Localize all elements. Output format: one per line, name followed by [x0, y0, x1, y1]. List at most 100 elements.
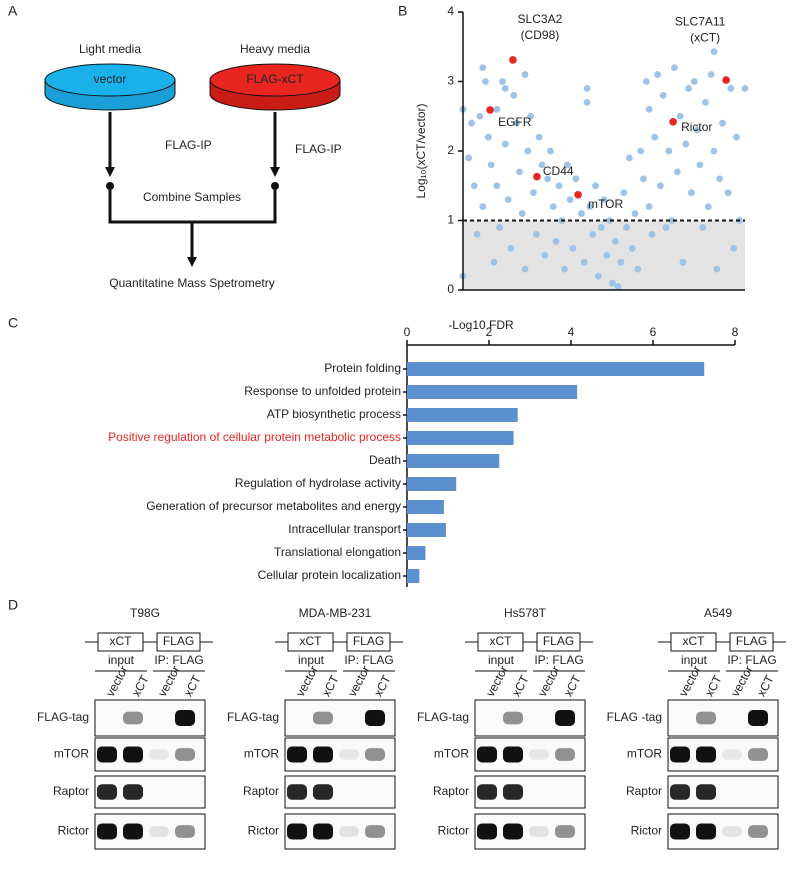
point — [628, 244, 636, 252]
lane-label: vector — [155, 663, 183, 698]
row-label: Raptor — [243, 784, 279, 798]
point — [501, 85, 509, 92]
point — [468, 119, 475, 127]
workflow-diagram: Light media Heavy media vector FLAG-xCT … — [44, 42, 342, 290]
highlight-point — [722, 76, 730, 84]
construct-box — [97, 632, 144, 652]
point — [561, 265, 568, 273]
point — [620, 189, 628, 197]
point-label: EGFR — [498, 115, 532, 129]
lane-label: xCT — [181, 672, 204, 699]
point — [634, 265, 642, 273]
highlight-point — [533, 172, 541, 181]
construct-box — [477, 632, 524, 652]
y-tick-label: 4 — [447, 4, 454, 18]
category-label: Positive regulation of cellular protein … — [108, 430, 401, 444]
lane-group: input — [681, 653, 708, 667]
point — [682, 140, 690, 148]
point — [513, 119, 520, 127]
point — [532, 231, 540, 238]
lane-group: IP: FLAG — [534, 653, 583, 667]
cell-line: A549 — [704, 606, 732, 620]
band — [175, 825, 195, 838]
point — [707, 71, 715, 78]
point-label: SLC7A11 — [675, 14, 726, 28]
point — [662, 224, 670, 231]
point-label: (xCT) — [690, 30, 720, 44]
band — [123, 746, 143, 763]
band — [503, 823, 523, 840]
band — [670, 784, 690, 800]
band — [529, 749, 549, 760]
diagram-label: FLAG-IP — [165, 138, 212, 152]
row-label: Raptor — [433, 784, 469, 798]
point — [589, 231, 597, 238]
bar — [407, 431, 514, 445]
point — [693, 126, 701, 134]
category-label: Translational elongation — [274, 545, 401, 559]
row-label: mTOR — [627, 747, 662, 761]
lane-label: xCT — [371, 672, 394, 699]
lane-label: xCT — [129, 672, 152, 699]
point — [688, 189, 695, 197]
row-label: mTOR — [54, 747, 89, 761]
row-label: FLAG -tag — [607, 710, 662, 724]
point — [578, 210, 585, 217]
point — [623, 224, 630, 231]
point — [566, 196, 574, 204]
point — [504, 196, 512, 204]
row-label: FLAG-tag — [417, 710, 469, 724]
point — [572, 175, 580, 183]
band — [670, 823, 690, 840]
point — [690, 78, 698, 85]
panel-label: B — [398, 3, 407, 19]
point — [654, 71, 661, 78]
point — [648, 231, 656, 238]
band — [313, 823, 333, 840]
point — [702, 98, 709, 106]
band — [670, 746, 690, 763]
panel-label: C — [8, 315, 18, 331]
lane-group: input — [298, 653, 325, 667]
point-label: CD44 — [543, 164, 574, 178]
lane-label: xCT — [561, 672, 584, 699]
row-label: FLAG-tag — [227, 710, 279, 724]
cell-line: MDA-MB-231 — [299, 606, 372, 620]
point — [710, 48, 718, 56]
point — [482, 78, 489, 85]
band — [748, 748, 768, 761]
point — [538, 161, 546, 169]
point-label: mTOR — [588, 197, 623, 211]
point — [586, 203, 594, 211]
bar — [407, 408, 518, 422]
point — [614, 283, 622, 290]
point — [516, 168, 523, 176]
point — [659, 92, 667, 99]
bar — [407, 523, 446, 537]
band — [748, 825, 768, 838]
highlight-point — [486, 106, 494, 114]
point — [651, 133, 659, 141]
bar — [407, 477, 457, 491]
point — [580, 258, 588, 266]
point — [476, 112, 484, 120]
row-label: Rictor — [631, 824, 662, 838]
category-label: Response to unfolded protein — [244, 384, 401, 398]
highlight-point — [509, 56, 517, 64]
point — [465, 154, 473, 162]
category-label: Intracellular transport — [288, 522, 401, 536]
construct-label: FLAG — [736, 634, 767, 648]
cell-line: Hs578T — [504, 606, 547, 620]
lane-group: input — [108, 653, 135, 667]
point — [668, 217, 676, 224]
point — [524, 147, 532, 155]
lane-label: xCT — [754, 672, 777, 699]
dish — [209, 63, 341, 97]
y-tick-label: 2 — [447, 143, 454, 157]
dish-label: vector — [94, 72, 127, 86]
band — [696, 823, 716, 840]
row-label: mTOR — [244, 747, 279, 761]
diagram-label: Light media — [79, 42, 141, 56]
band — [339, 826, 359, 837]
